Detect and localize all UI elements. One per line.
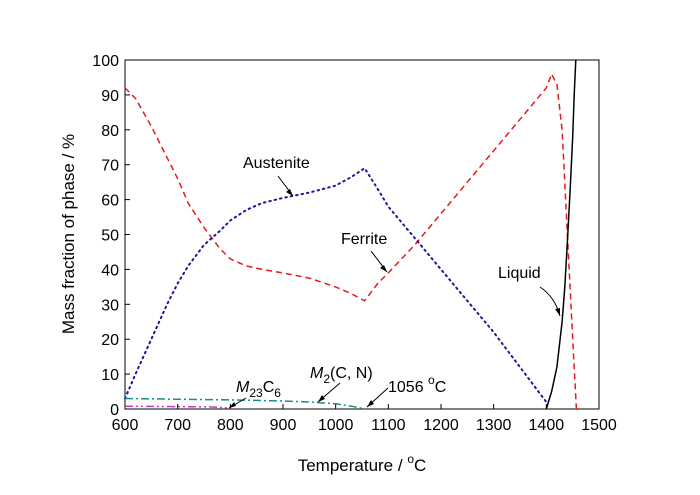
annotation-ferrite: Ferrite (341, 231, 387, 248)
annotation-m23c6-sub: 23 (249, 386, 263, 400)
x-axis-title-degree: o (407, 452, 414, 466)
annotation-1056c-arrowhead (367, 400, 374, 407)
annotation-1056c-degree: o (428, 373, 435, 387)
x-tick-label: 800 (217, 417, 244, 434)
y-tick-label: 10 (101, 367, 119, 384)
y-tick-label: 50 (101, 228, 119, 245)
annotation-m23c6-c: C (263, 379, 275, 396)
series-liquid (545, 59, 577, 410)
series-m23c6 (124, 405, 231, 410)
y-tick-label: 80 (101, 123, 119, 140)
x-axis-title: Temperature / oC (298, 452, 427, 475)
y-tick-label: 60 (101, 193, 119, 210)
annotation-m23c6-sub2: 6 (274, 386, 281, 400)
x-tick-label: 1000 (318, 417, 354, 434)
annotation-m23c6: M23C6 (236, 379, 281, 400)
x-axis-title-main: Temperature / (298, 456, 408, 475)
annotation-1056c: 1056 oC (388, 373, 446, 396)
y-tick-label: 0 (110, 402, 119, 419)
y-tick-label: 90 (101, 88, 119, 105)
annotation-austenite: Austenite (243, 155, 310, 172)
annotation-1056c-main: 1056 (388, 379, 428, 396)
x-tick-label: 600 (112, 417, 139, 434)
annotation-ferrite-arrowhead (380, 265, 387, 272)
annotation-m2cn: M2(C, N) (310, 365, 373, 386)
annotation-m2cn-m: M (310, 365, 324, 382)
series-group (124, 59, 578, 410)
series-m2-c-n (124, 397, 366, 410)
y-tick-label: 100 (92, 53, 119, 70)
annotation-liquid: Liquid (498, 265, 541, 282)
x-tick-label: 900 (270, 417, 297, 434)
axis-ticks: 600 700 800 900 1000 1100 1200 1300 1400 1500 0 10 2… (92, 53, 617, 434)
x-axis-title-unit: C (414, 456, 426, 475)
x-tick-label: 1300 (476, 417, 512, 434)
x-tick-label: 1200 (423, 417, 459, 434)
y-tick-label: 20 (101, 332, 119, 349)
annotation-m2cn-arrowhead (318, 395, 325, 402)
annotation-m23c6-m: M (236, 379, 250, 396)
annotation-m23c6-arrowhead (229, 402, 236, 408)
annotation-m2cn-rest: (C, N) (330, 365, 373, 382)
annotation-m2cn-sub: 2 (323, 372, 330, 386)
x-tick-label: 700 (164, 417, 191, 434)
x-tick-label: 1100 (371, 417, 406, 434)
x-tick-label: 1400 (529, 417, 565, 434)
series-austenite (124, 166, 548, 403)
y-tick-label: 40 (101, 262, 119, 279)
y-axis-title: Mass fraction of phase / % (59, 134, 78, 334)
x-tick-label: 1500 (581, 417, 617, 434)
annotation-liquid-arrowhead (555, 308, 560, 316)
annotation-austenite-arrowhead (286, 189, 293, 196)
y-tick-label: 70 (101, 158, 119, 175)
annotations: Austenite Ferrite Liquid M2(C, N) M23C6 … (228, 155, 561, 409)
annotation-1056c-unit: C (435, 379, 447, 396)
series-ferrite (124, 72, 578, 410)
y-tick-label: 30 (101, 297, 119, 314)
